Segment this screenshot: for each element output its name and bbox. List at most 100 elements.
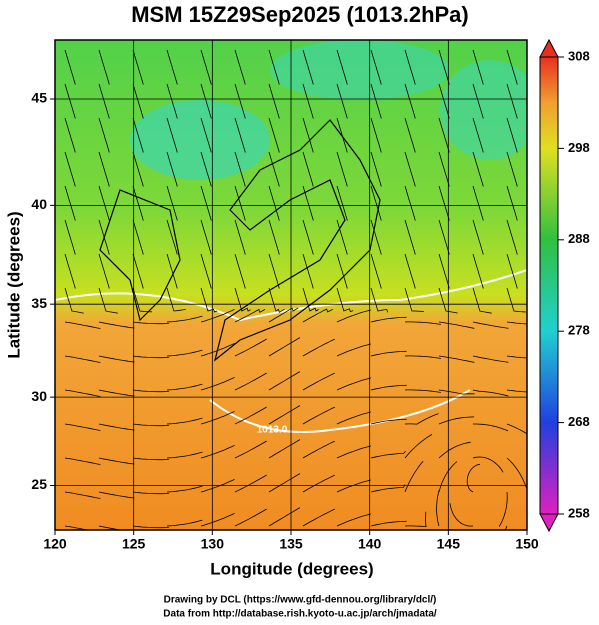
streamline	[370, 350, 407, 357]
streamline	[98, 457, 135, 465]
streamline	[336, 253, 348, 289]
streamline	[64, 49, 76, 85]
streamline	[498, 491, 508, 527]
streamline	[132, 117, 144, 153]
streamline	[98, 151, 110, 187]
streamline	[268, 405, 301, 425]
streamline	[166, 49, 178, 85]
streamline	[64, 253, 76, 289]
streamline	[336, 287, 354, 313]
streamline	[404, 49, 416, 85]
streamline	[336, 513, 372, 527]
streamline	[472, 389, 509, 397]
streamline	[132, 457, 169, 461]
x-tick-label: 135	[279, 536, 303, 552]
streamline	[404, 321, 441, 325]
streamline	[132, 389, 169, 393]
streamline	[302, 508, 335, 527]
y-tick-label: 30	[31, 388, 47, 404]
x-tick-label: 145	[437, 536, 461, 552]
streamline	[234, 338, 267, 357]
streamline	[166, 315, 203, 323]
streamline	[234, 308, 266, 323]
streamline	[472, 219, 484, 255]
streamline	[370, 83, 382, 119]
streamline	[98, 253, 110, 289]
streamline	[404, 253, 416, 289]
streamline	[166, 287, 186, 312]
streamline	[438, 461, 458, 493]
streamline	[336, 185, 348, 221]
streamline	[438, 151, 450, 187]
streamline	[466, 463, 480, 493]
streamline	[472, 117, 484, 153]
streamline	[302, 372, 335, 391]
streamline	[234, 287, 251, 312]
x-tick-label: 130	[201, 536, 225, 552]
streamline	[268, 307, 299, 323]
streamline	[234, 253, 246, 289]
streamline	[472, 151, 484, 187]
streamline	[64, 389, 101, 397]
streamline	[438, 49, 450, 85]
streamline	[234, 219, 246, 255]
streamline	[64, 355, 101, 363]
streamline	[234, 474, 267, 493]
streamline	[506, 457, 527, 488]
streamline	[98, 389, 135, 397]
streamline	[438, 287, 458, 314]
streamline	[268, 473, 301, 493]
streamline	[370, 384, 407, 391]
streamline	[200, 117, 212, 153]
streamline	[132, 423, 169, 427]
colorbar-tick-label: 308	[568, 48, 590, 63]
streamline	[506, 355, 527, 359]
y-tick-label: 35	[31, 295, 47, 311]
streamline	[234, 185, 246, 221]
streamline	[336, 219, 348, 255]
cool-patch	[440, 60, 527, 160]
streamline	[404, 83, 416, 119]
streamline	[166, 219, 178, 255]
streamline	[370, 253, 382, 289]
y-axis-label: Latitude (degrees)	[4, 211, 23, 358]
streamline	[472, 185, 484, 221]
streamline	[506, 253, 518, 289]
colorbar-tick-label: 258	[568, 505, 590, 520]
streamline	[302, 287, 319, 312]
streamline	[302, 253, 314, 289]
streamline	[64, 491, 101, 499]
streamline	[302, 474, 335, 493]
streamline	[336, 49, 348, 85]
streamline	[438, 219, 450, 255]
streamline	[98, 355, 135, 363]
coastline	[99, 189, 181, 322]
streamline	[234, 117, 246, 153]
streamline	[438, 416, 475, 425]
colorbar-extend-top	[539, 38, 559, 58]
streamline	[473, 423, 509, 432]
streamline	[132, 355, 169, 359]
streamline	[268, 117, 280, 153]
streamline	[98, 185, 110, 221]
streamline	[438, 321, 475, 329]
streamline	[336, 343, 372, 357]
colorbar-tick-label: 278	[568, 323, 590, 338]
streamline	[506, 185, 518, 221]
streamline	[302, 338, 335, 357]
streamline	[302, 83, 314, 119]
streamline	[449, 503, 474, 527]
streamline	[166, 451, 203, 459]
streamline	[200, 219, 212, 255]
streamline	[506, 83, 518, 119]
streamline	[404, 460, 424, 493]
streamline	[132, 253, 144, 289]
streamline	[268, 151, 280, 187]
streamline	[200, 444, 235, 459]
streamline	[64, 83, 76, 119]
streamline	[200, 83, 212, 119]
streamline	[268, 83, 280, 119]
streamline	[234, 151, 246, 187]
streamline	[302, 49, 314, 85]
